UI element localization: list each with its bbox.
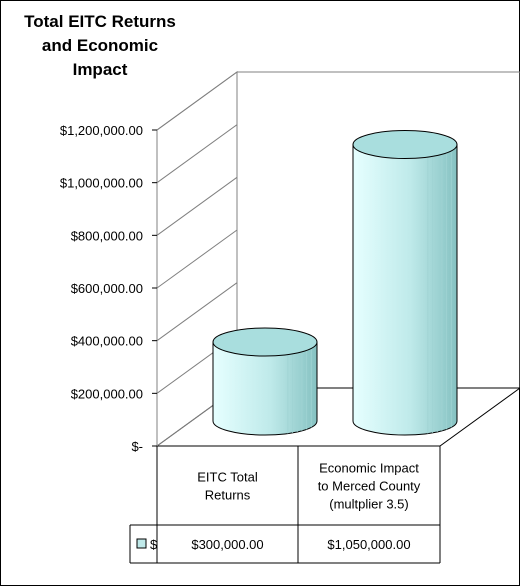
- y-axis: $- $200,000.00 $400,000.00 $600,000.00 $800,…: [60, 71, 238, 454]
- plot-floor: [155, 387, 520, 447]
- category-label: Economic Impact: [319, 461, 419, 476]
- bar-top: [352, 130, 458, 159]
- y-tick-label: $400,000.00: [71, 334, 143, 349]
- y-tick-label: $600,000.00: [71, 281, 143, 296]
- bar: [212, 327, 318, 436]
- bar-body: [352, 144, 458, 436]
- category-label: Returns: [205, 488, 251, 503]
- category-label: to Merced County: [318, 479, 421, 494]
- y-tick-label: $1,200,000.00: [60, 123, 143, 138]
- y-gridline: [156, 282, 238, 342]
- plot-walls: [155, 71, 520, 447]
- y-tick-label: $200,000.00: [71, 386, 143, 401]
- y-gridline: [156, 71, 238, 131]
- y-tick-label: $800,000.00: [71, 228, 143, 243]
- data-table: EITC Total Returns Economic Impact to Merce…: [129, 446, 441, 564]
- bar: [352, 130, 458, 436]
- y-gridline: [156, 124, 238, 184]
- legend-key: [136, 538, 147, 549]
- category-label: (multplier 3.5): [329, 497, 408, 512]
- data-label: $300,000.00: [191, 537, 263, 552]
- legend-series-name: $: [150, 537, 158, 552]
- y-tick-label: $1,000,000.00: [60, 176, 143, 191]
- bar-series: [212, 130, 458, 436]
- chart-title-line-1: Total EITC Returns: [24, 12, 176, 31]
- data-label: $1,050,000.00: [327, 537, 410, 552]
- category-label: EITC Total: [197, 470, 258, 485]
- bar-top: [212, 327, 318, 357]
- chart-title: Total EITC Returns and Economic Impact: [0, 10, 200, 82]
- chart-title-line-2: and Economic: [41, 36, 159, 55]
- back-wall-right: [237, 71, 520, 388]
- y-gridline: [156, 176, 238, 236]
- bar-body: [212, 341, 318, 436]
- y-tick-label: $-: [131, 439, 143, 454]
- y-gridline: [156, 229, 238, 289]
- chart-title-line-3: Impact: [72, 60, 128, 79]
